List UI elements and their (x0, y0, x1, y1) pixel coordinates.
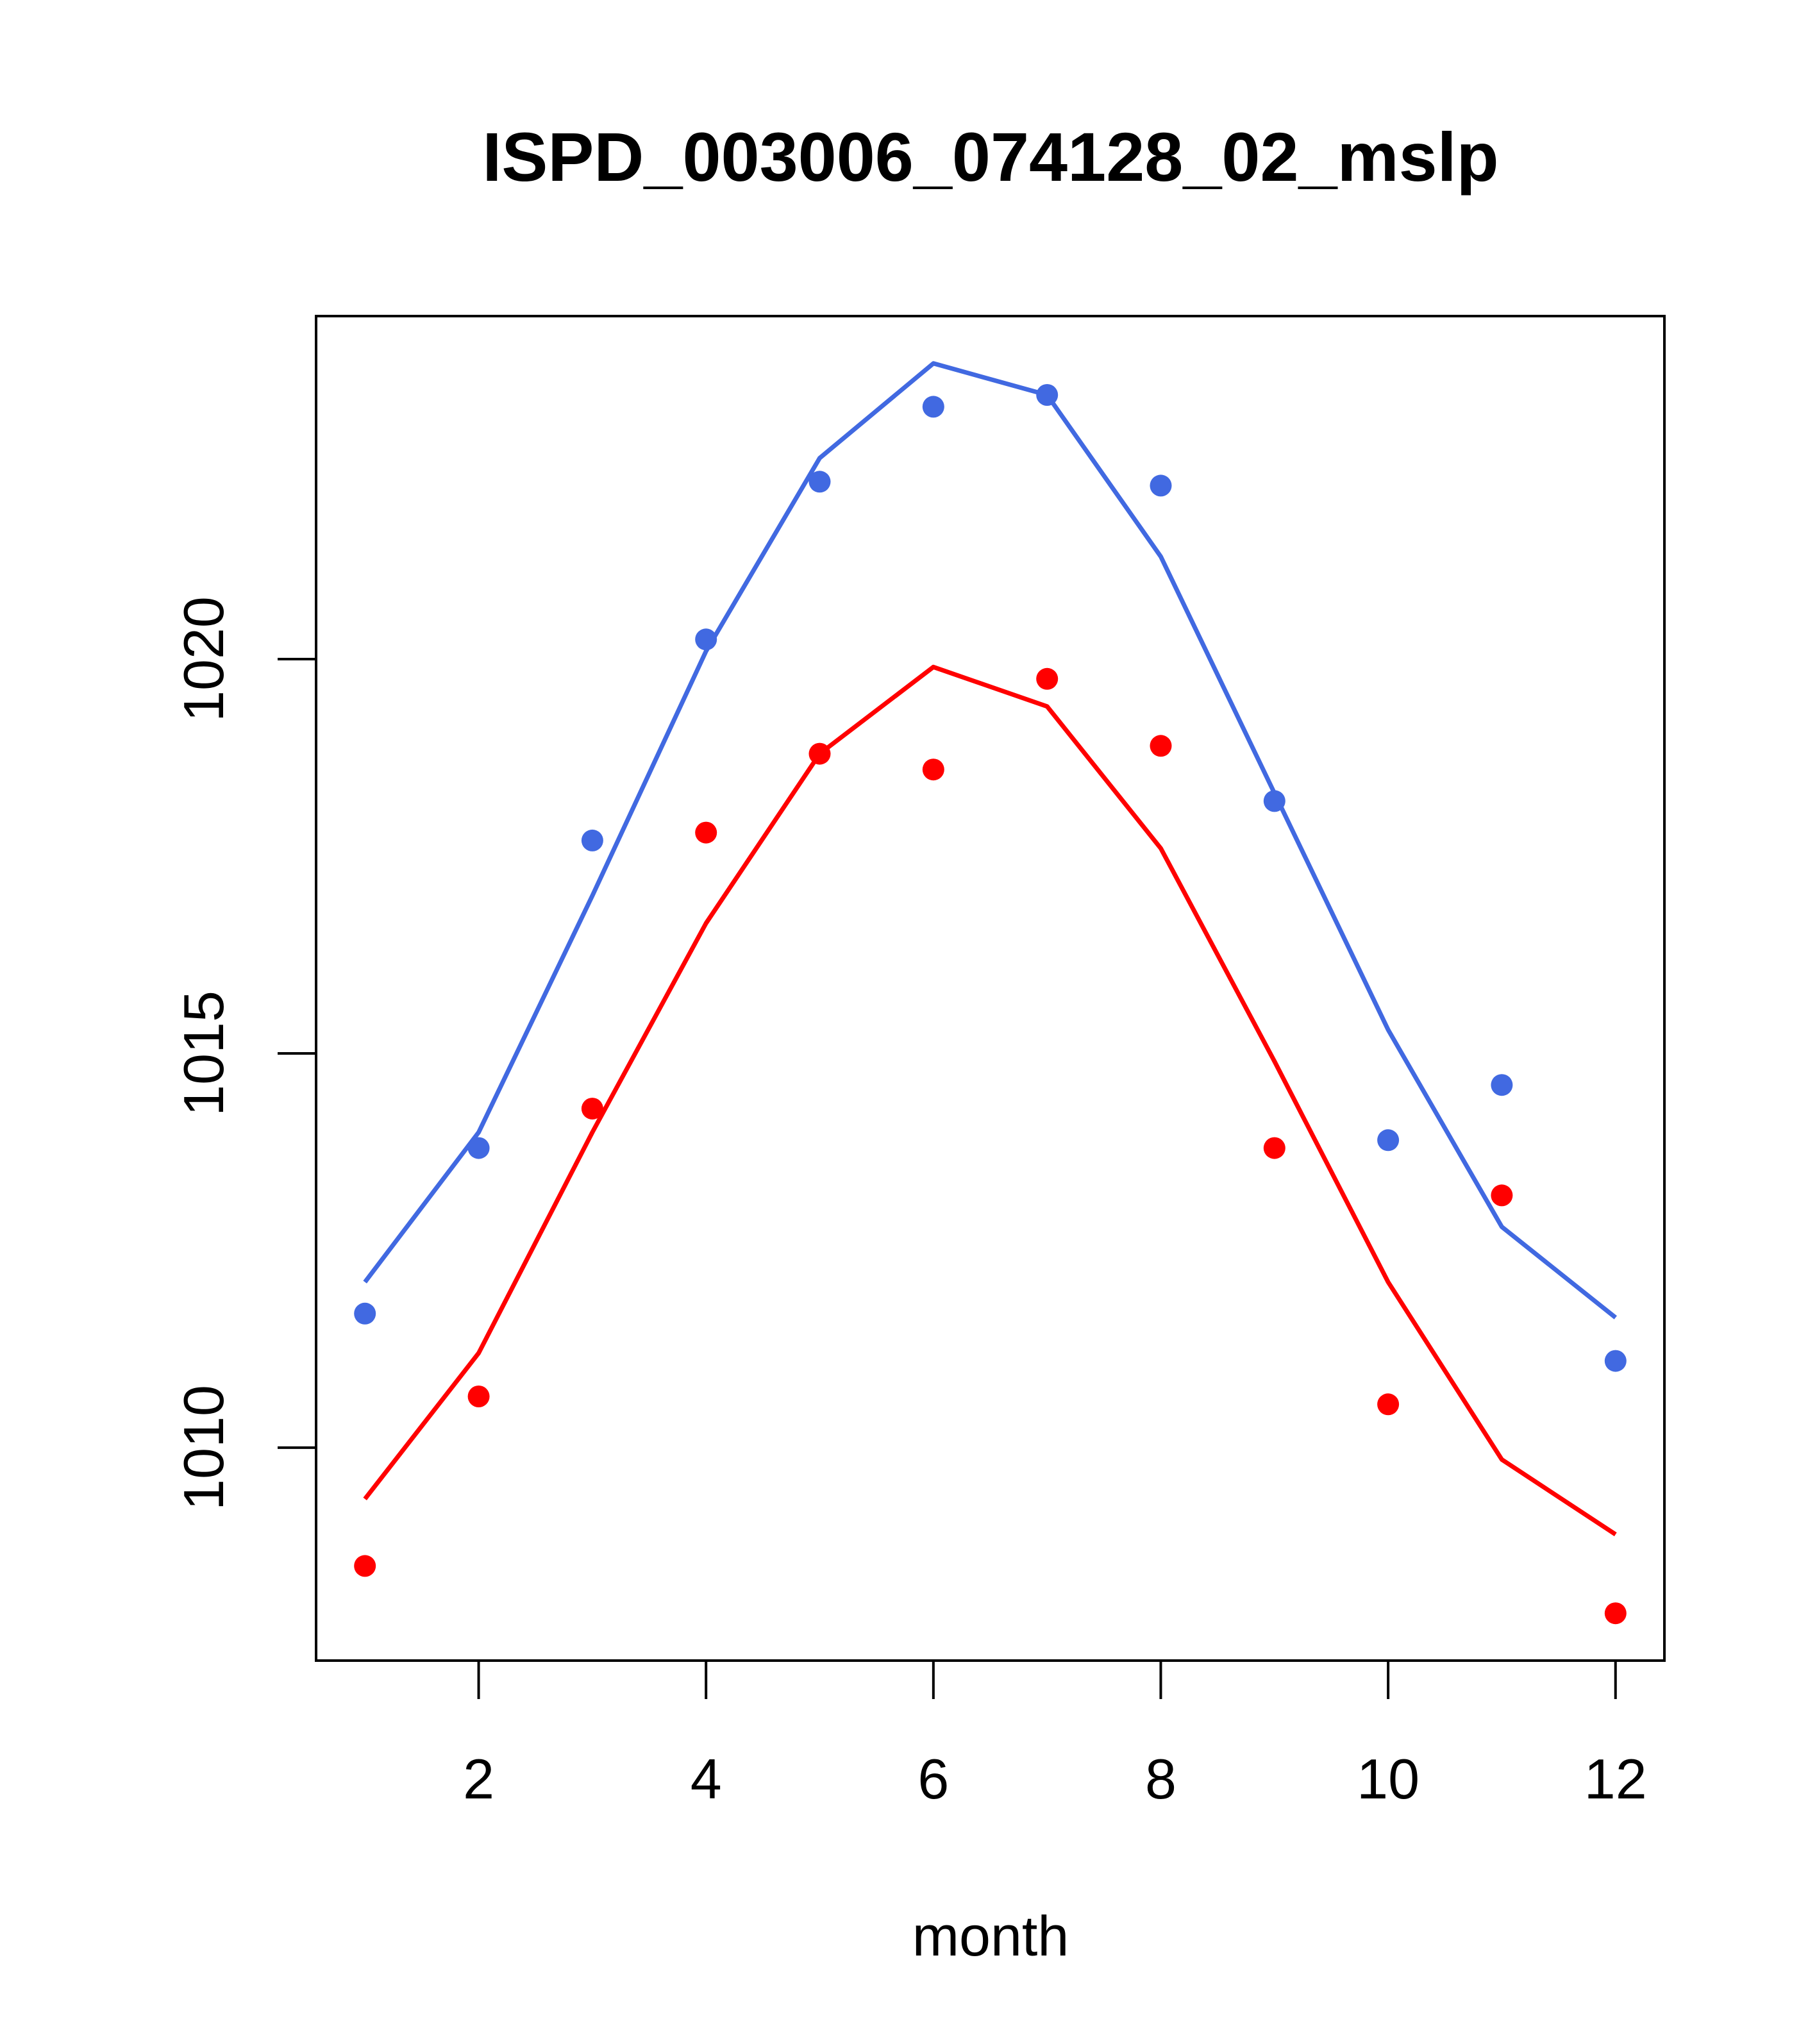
y-tick-label-1010: 1010 (172, 1385, 235, 1511)
data-point-red-10 (1377, 1393, 1400, 1416)
data-point-blue-2 (467, 1137, 490, 1159)
x-tick-label-8: 8 (1145, 1747, 1176, 1811)
data-point-blue-5 (808, 471, 831, 493)
data-point-red-1 (354, 1555, 376, 1577)
data-point-blue-3 (581, 829, 603, 851)
data-point-red-9 (1263, 1137, 1285, 1159)
data-point-blue-6 (922, 396, 944, 418)
x-axis: 2 4 6 8 10 12 (463, 1659, 1647, 1811)
data-point-blue-8 (1150, 474, 1172, 497)
data-point-red-6 (922, 758, 944, 781)
chart-title: ISPD_003006_074128_02_mslp (482, 118, 1498, 196)
y-axis: 1010 1015 1020 (172, 596, 317, 1511)
data-point-blue-12 (1604, 1350, 1627, 1372)
data-point-red-3 (581, 1098, 603, 1120)
data-point-red-2 (467, 1386, 490, 1407)
data-point-blue-7 (1036, 384, 1059, 406)
plot-frame (315, 315, 1666, 1662)
data-point-blue-11 (1491, 1074, 1513, 1096)
y-tick-label-1015: 1015 (172, 991, 235, 1116)
data-point-red-5 (808, 742, 831, 765)
data-point-red-4 (695, 821, 717, 844)
data-point-blue-10 (1377, 1129, 1400, 1152)
x-tick-label-10: 10 (1357, 1747, 1419, 1811)
x-tick-label-4: 4 (691, 1747, 722, 1811)
data-point-red-8 (1150, 735, 1172, 757)
x-axis-label: month (912, 1904, 1069, 1968)
data-point-red-11 (1491, 1184, 1513, 1207)
series-line-red (363, 664, 1617, 1537)
data-point-blue-4 (695, 628, 717, 651)
data-point-blue-1 (354, 1302, 376, 1325)
series-line-blue (363, 361, 1617, 1319)
x-tick-label-6: 6 (917, 1747, 949, 1811)
series-layer (354, 361, 1627, 1625)
x-tick-label-2: 2 (463, 1747, 494, 1811)
data-point-red-7 (1036, 667, 1059, 690)
y-tick-label-1020: 1020 (172, 596, 235, 722)
x-tick-label-12: 12 (1584, 1747, 1647, 1811)
data-point-red-12 (1604, 1602, 1627, 1625)
data-point-blue-9 (1263, 790, 1285, 812)
